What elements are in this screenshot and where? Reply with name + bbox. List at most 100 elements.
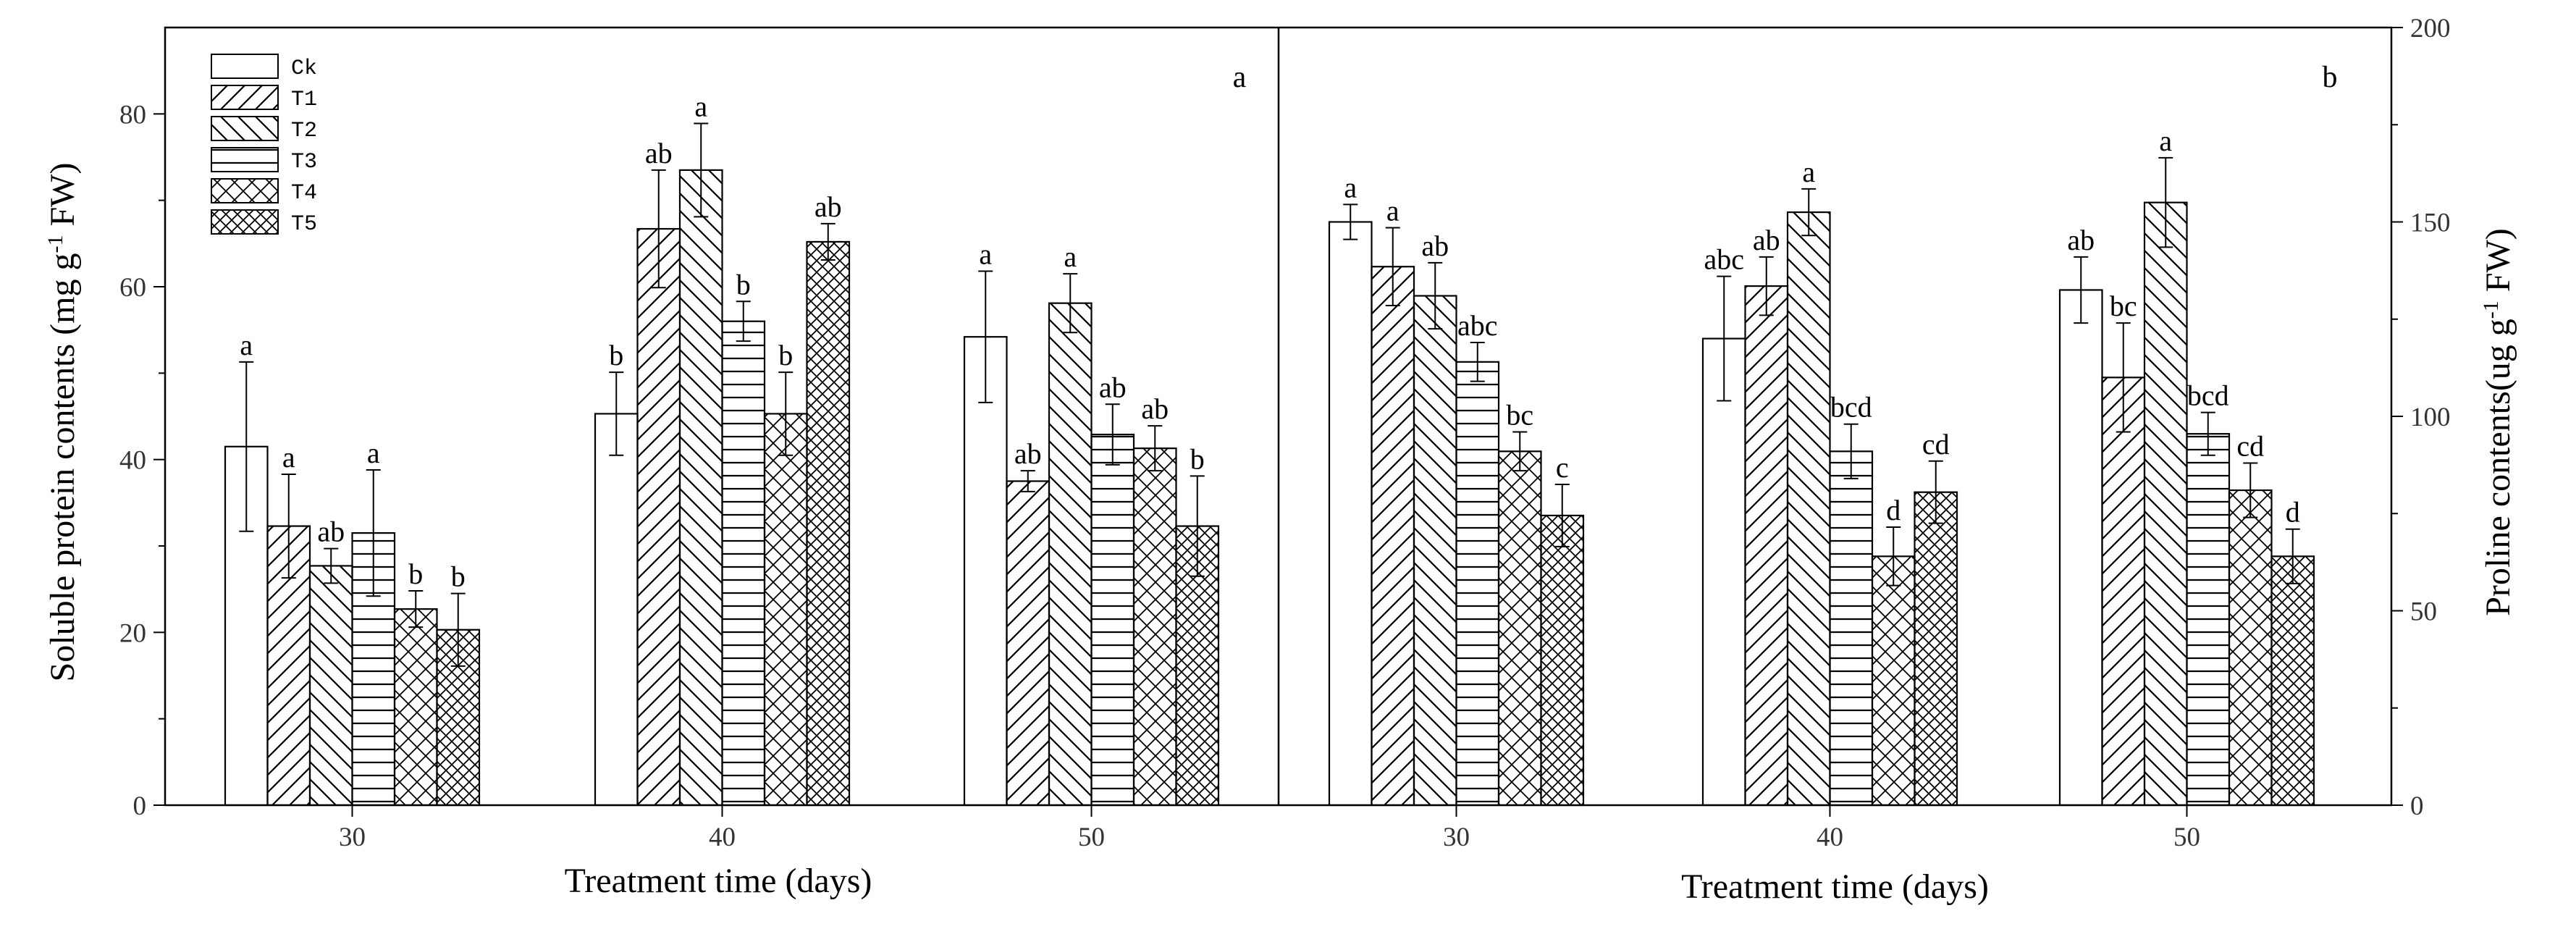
significance-label: bc [1506, 398, 1533, 431]
legend-swatch [211, 116, 279, 141]
bar [1132, 447, 1177, 807]
significance-label: a [2159, 125, 2172, 157]
bar [1871, 555, 1916, 807]
significance-label: ab [815, 190, 842, 223]
bar [806, 240, 851, 807]
significance-label: a [282, 441, 295, 474]
legend-label: T2 [291, 119, 317, 143]
bar [678, 169, 723, 807]
x-axis-title: Treatment time (days) [565, 862, 872, 900]
y-tick-label: 200 [2410, 14, 2451, 43]
bar [2058, 289, 2103, 807]
bar [308, 565, 353, 807]
bar [1048, 302, 1093, 807]
significance-label: ab [1099, 371, 1127, 403]
y-axis-title: Soluble protein contents (mg g-1 FW) [43, 163, 82, 682]
legend-swatch [211, 147, 279, 172]
bar [763, 413, 808, 807]
bar [2101, 377, 2146, 807]
y-tick-label: 80 [119, 100, 146, 130]
significance-label: ab [1141, 392, 1169, 425]
x-tick-label: 30 [339, 823, 366, 852]
significance-label: ab [1421, 230, 1449, 262]
significance-label: b [451, 560, 466, 593]
legend-label: T5 [291, 212, 317, 237]
bar [1413, 295, 1457, 807]
x-axis-title: Treatment time (days) [1681, 867, 1989, 906]
significance-label: ab [2067, 224, 2095, 256]
y-tick-label: 150 [2410, 209, 2451, 238]
bar [1914, 491, 1958, 807]
x-tick-label: 40 [1817, 823, 1843, 852]
significance-label: bc [2110, 290, 2137, 322]
x-tick-label: 30 [1443, 823, 1470, 852]
bar [1701, 337, 1746, 807]
y-tick-label: 20 [119, 618, 146, 648]
x-tick-label: 40 [709, 823, 736, 852]
bar [2228, 489, 2273, 807]
bar [1497, 450, 1542, 807]
bar [1090, 433, 1135, 807]
panel-label: a [1233, 61, 1247, 94]
significance-label: b [1190, 442, 1205, 475]
significance-label: bcd [2187, 379, 2229, 412]
bar [2186, 433, 2231, 807]
bar [594, 413, 639, 807]
x-tick-label: 50 [2173, 823, 2200, 852]
significance-label: d [1886, 494, 1901, 526]
significance-label: b [609, 339, 623, 371]
legend: Ck T1 T2 T3 T4 T5 [211, 54, 317, 237]
legend-label: T3 [291, 150, 317, 175]
significance-label: a [1386, 195, 1399, 227]
significance-label: b [778, 339, 793, 371]
significance-label: abc [1704, 243, 1744, 276]
significance-label: a [240, 329, 253, 361]
y-tick-label: 60 [119, 273, 146, 303]
y-tick-label: 0 [133, 791, 147, 821]
significance-label: a [1802, 156, 1815, 188]
bar [2270, 555, 2315, 807]
legend-label: T1 [291, 88, 317, 112]
bar [1006, 480, 1051, 807]
bar [636, 227, 681, 807]
y-tick-label: 40 [119, 446, 146, 476]
panel-label: b [2323, 61, 2338, 94]
bar [1371, 266, 1415, 807]
significance-label: c [1556, 451, 1569, 484]
y-axis-title: Proline contents(ug g-1 FW) [2479, 228, 2517, 616]
bar [2143, 201, 2188, 807]
y-tick-label: 100 [2410, 403, 2451, 432]
significance-label: d [2286, 496, 2300, 529]
bar [1455, 361, 1500, 807]
significance-label: cd [1922, 428, 1950, 461]
bar [393, 608, 438, 807]
bar [963, 336, 1008, 807]
bar [1829, 450, 1874, 807]
significance-label: abc [1457, 309, 1498, 342]
bar [1540, 514, 1585, 807]
significance-label: a [1344, 171, 1357, 203]
legend-swatch [211, 178, 279, 203]
significance-label: ab [317, 516, 345, 548]
bar [1744, 285, 1789, 807]
y-tick-label: 50 [2410, 597, 2437, 627]
bar [1328, 221, 1373, 807]
x-tick-label: 50 [1078, 823, 1105, 852]
significance-label: a [694, 90, 707, 122]
significance-label: b [736, 268, 751, 300]
bar [721, 320, 766, 807]
legend-swatch [211, 54, 279, 79]
significance-label: ab [1753, 224, 1780, 256]
y-tick-label: 0 [2410, 791, 2424, 821]
significance-label: ab [1014, 437, 1042, 470]
significance-label: a [367, 437, 380, 469]
significance-label: cd [2236, 429, 2264, 462]
legend-label: T4 [291, 181, 317, 206]
significance-label: a [979, 238, 992, 271]
legend-swatch [211, 209, 279, 235]
significance-label: a [1064, 240, 1077, 273]
legend-swatch [211, 85, 279, 110]
